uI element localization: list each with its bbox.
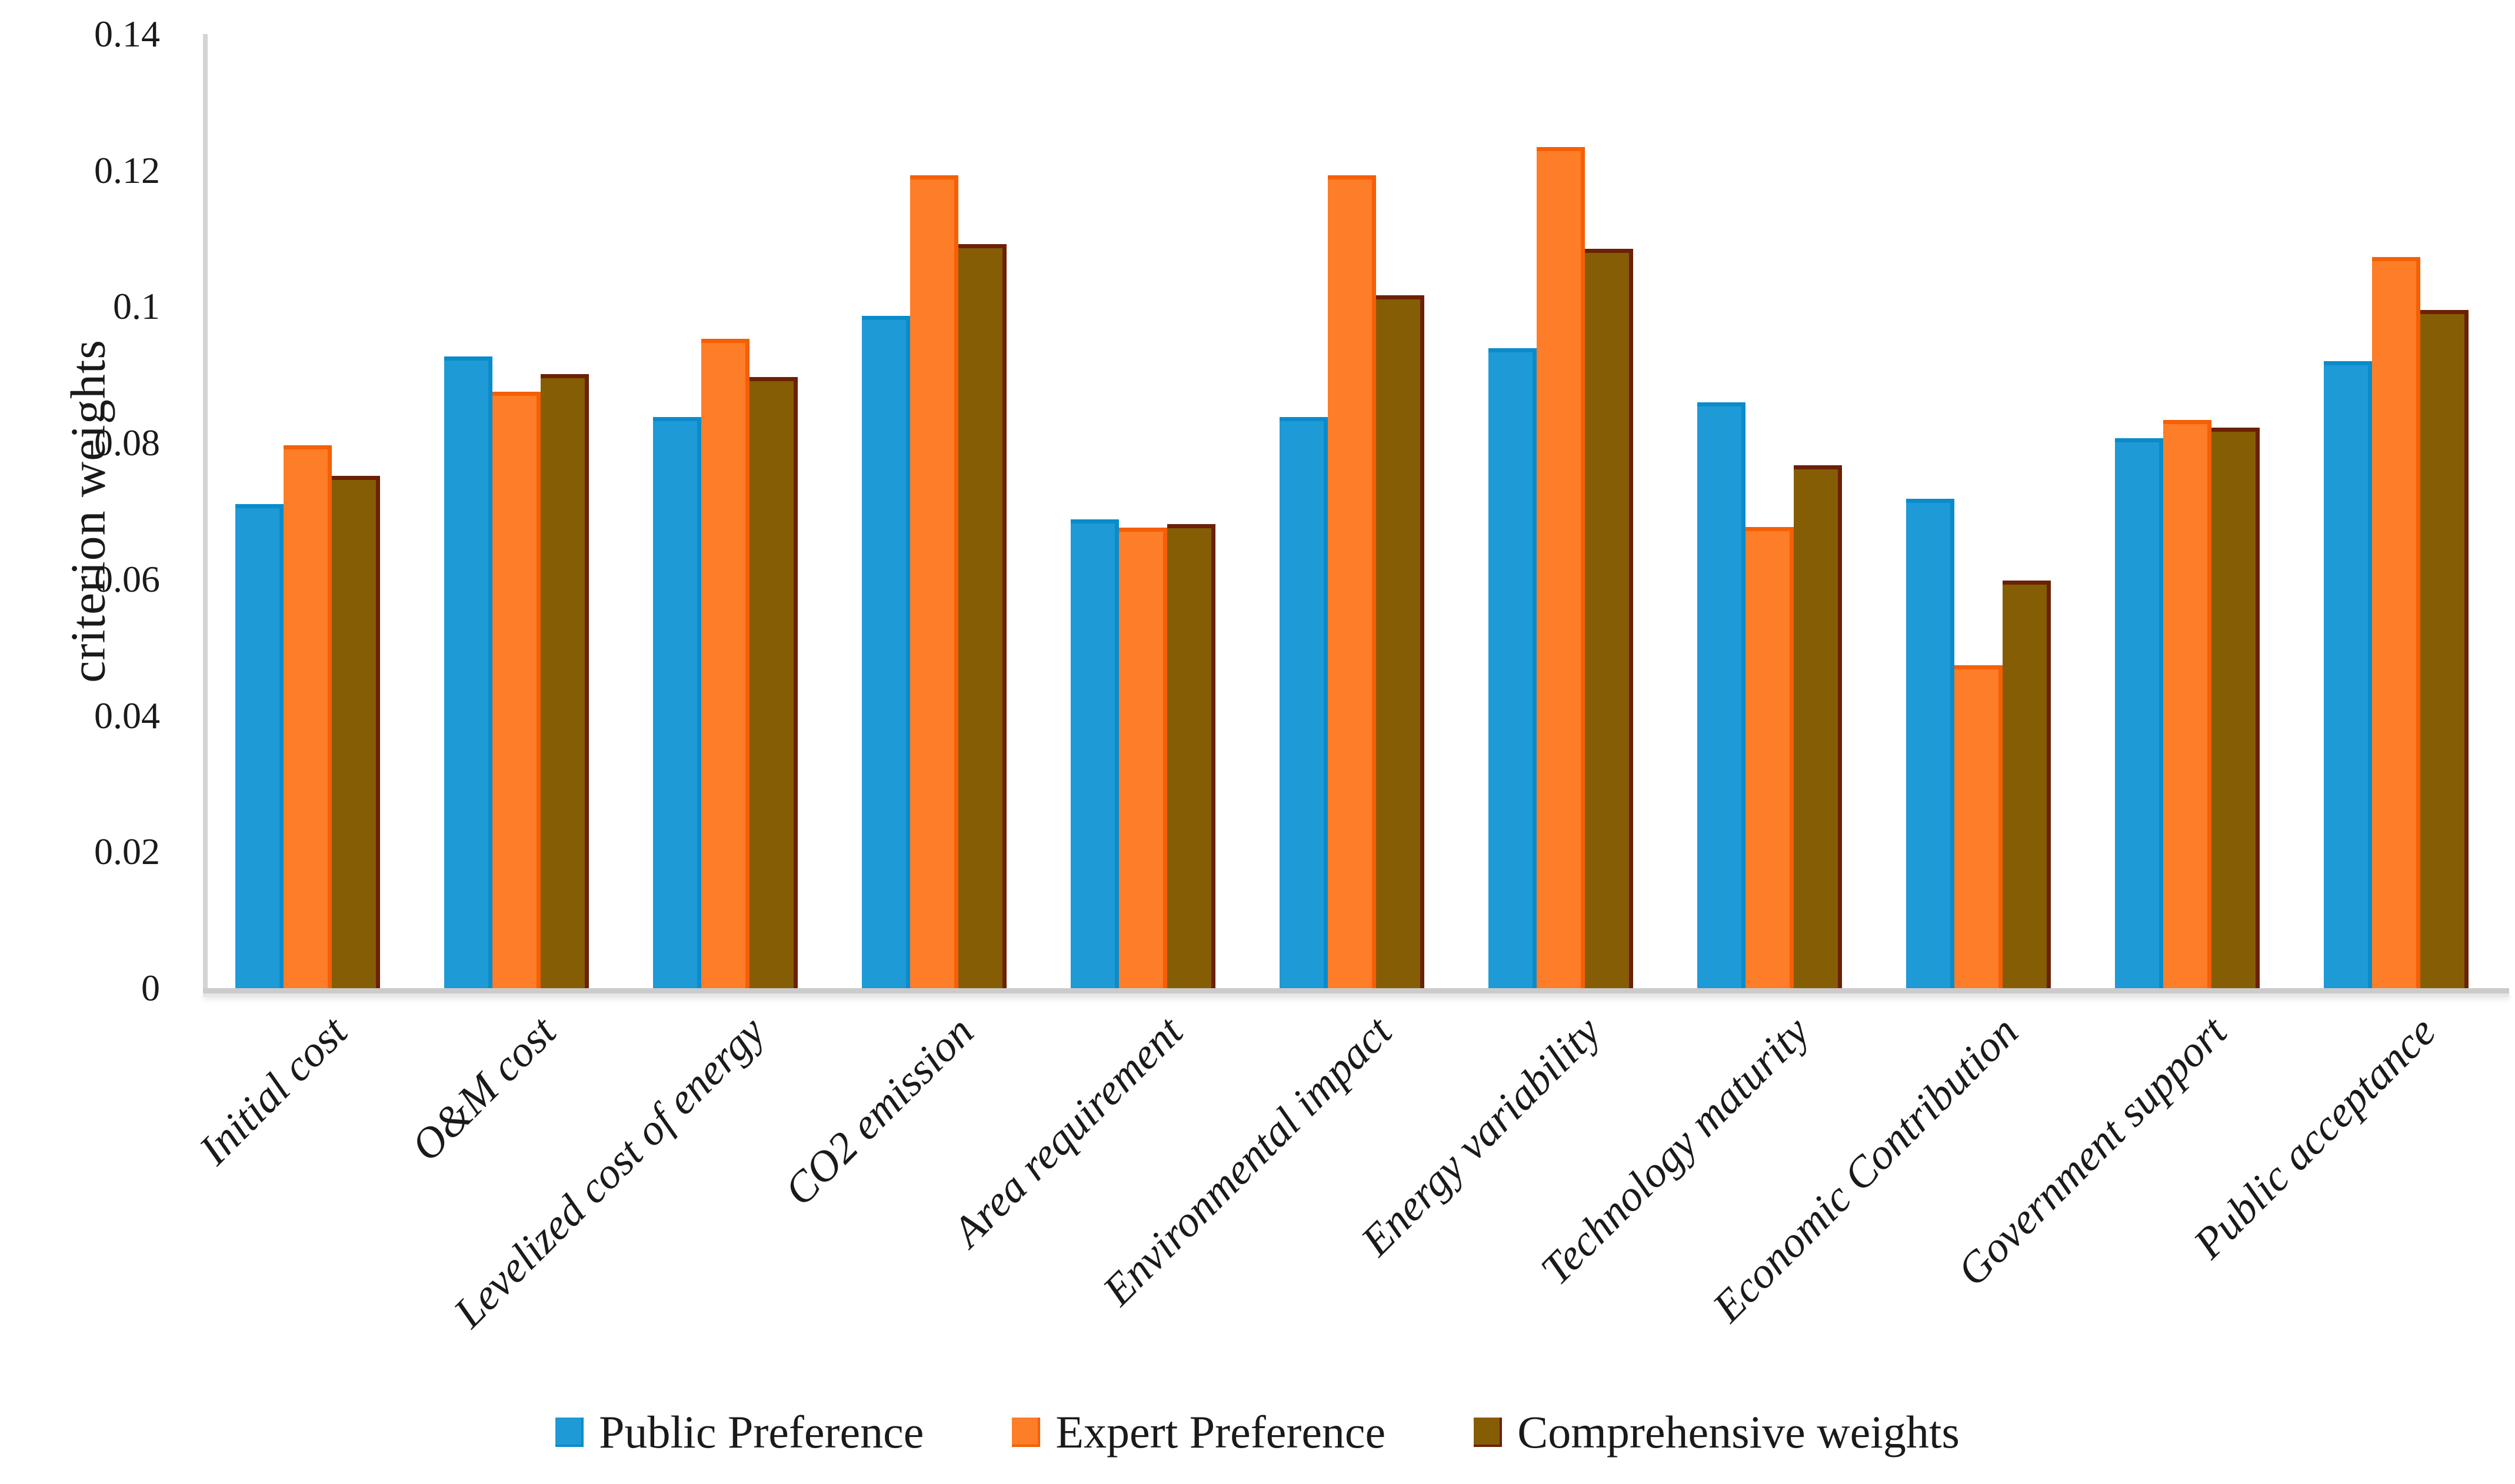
bar (2323, 361, 2372, 988)
bar (235, 504, 284, 988)
bar (1167, 524, 1215, 988)
y-tick-label: 0.08 (94, 422, 160, 464)
bar (1375, 295, 1424, 988)
bar (2163, 419, 2211, 988)
bar (283, 445, 332, 988)
bar (958, 244, 1007, 988)
bar (540, 374, 589, 988)
bar (749, 376, 798, 988)
y-axis-line (203, 34, 208, 988)
plot-area: Initial cost O&M cost Levelized cost of en… (190, 34, 2509, 1337)
bar (652, 417, 701, 988)
bar (861, 315, 910, 988)
y-axis-title: criterion weights (61, 339, 116, 683)
legend-swatch (1012, 1418, 1041, 1447)
x-axis-line (203, 988, 2509, 993)
bar (1327, 175, 1376, 988)
bar (2002, 581, 2051, 988)
legend-item: Expert Preference (1012, 1406, 1385, 1459)
bar (1536, 147, 1585, 988)
bar (2114, 438, 2163, 988)
legend-label: Public Preference (599, 1406, 924, 1458)
legend-label: Expert Preference (1055, 1406, 1386, 1458)
legend-label: Comprehensive weights (1517, 1406, 1960, 1458)
bar (1745, 526, 1794, 988)
bar (444, 356, 492, 988)
bar (1954, 665, 2003, 988)
legend-item: Public Preference (555, 1406, 924, 1459)
legend-item: Comprehensive weights (1474, 1406, 1960, 1459)
bar (1279, 417, 1328, 988)
legend: Public Preference Expert Preference Compre… (0, 1406, 2515, 1459)
y-tick-label: 0 (141, 967, 160, 1009)
bar (2420, 310, 2469, 988)
bar (2371, 256, 2420, 988)
y-tick-label: 0.12 (94, 149, 160, 191)
bar (910, 175, 958, 988)
bar (1793, 465, 1842, 988)
y-tick-label: 0.06 (94, 558, 160, 600)
bar (1584, 248, 1633, 988)
bar (2211, 427, 2260, 988)
bar (1906, 499, 1954, 988)
y-tick-label: 0.1 (113, 285, 160, 328)
bar (492, 392, 541, 988)
legend-swatch (555, 1418, 584, 1447)
bar (1070, 519, 1119, 988)
bar (701, 338, 749, 988)
y-tick-label: 0.02 (94, 831, 160, 873)
y-tick-label: 0.14 (94, 13, 160, 55)
bar (1697, 402, 1745, 988)
legend-swatch (1474, 1418, 1503, 1447)
bars-layer (203, 34, 2500, 988)
bar (1488, 348, 1537, 988)
bar (331, 475, 380, 988)
y-tick-label: 0.04 (94, 694, 160, 736)
bar (1118, 527, 1167, 988)
